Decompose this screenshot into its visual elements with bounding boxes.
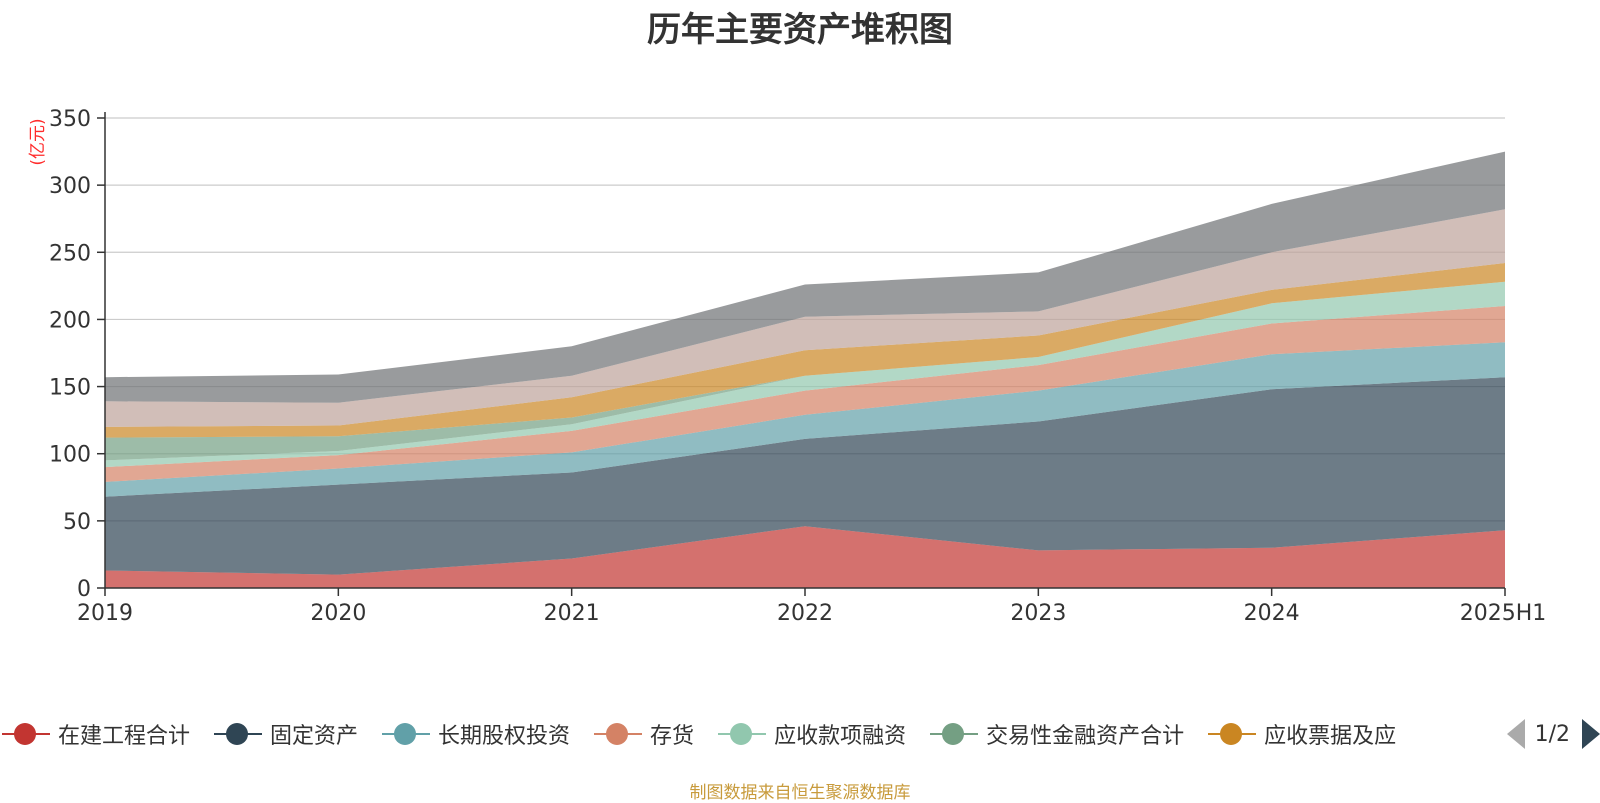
x-tick-label: 2019 bbox=[77, 601, 133, 626]
legend-item-6[interactable]: 交易性金融资产合计 bbox=[930, 718, 1184, 750]
y-tick-label: 100 bbox=[49, 443, 91, 468]
x-tick-label: 2021 bbox=[544, 601, 600, 626]
legend-item-4[interactable]: 存货 bbox=[594, 718, 694, 750]
legend-pager: 1/2 bbox=[1496, 714, 1600, 754]
chart-title: 历年主要资产堆积图 bbox=[647, 10, 953, 50]
legend-label: 固定资产 bbox=[270, 724, 359, 749]
x-tick-label: 2025H1 bbox=[1460, 601, 1547, 626]
legend-marker-icon bbox=[382, 722, 431, 746]
legend-label: 应收票据及应 bbox=[1264, 724, 1397, 749]
legend-label: 长期股权投资 bbox=[438, 724, 571, 749]
area-series-1[interactable] bbox=[105, 526, 1505, 588]
y-tick-label: 300 bbox=[49, 174, 91, 199]
legend-item-3[interactable]: 长期股权投资 bbox=[382, 718, 570, 750]
legend-label: 存货 bbox=[650, 724, 695, 749]
x-tick-label: 2023 bbox=[1010, 601, 1066, 626]
x-tick-label: 2020 bbox=[310, 601, 366, 626]
legend-marker-icon bbox=[2, 722, 50, 746]
area-series-4[interactable] bbox=[105, 306, 1505, 482]
legend-page-indicator: 1/2 bbox=[1534, 721, 1570, 747]
y-tick-label: 0 bbox=[77, 577, 91, 602]
legend-marker-icon bbox=[930, 722, 979, 746]
legend-marker-icon bbox=[594, 722, 643, 746]
x-tick-label: 2022 bbox=[777, 601, 833, 626]
legend-marker-icon bbox=[1208, 722, 1257, 746]
area-series-2[interactable] bbox=[105, 377, 1505, 575]
legend: 在建工程合计 固定资产 长期股权投资 存货 应收款项融资 交易性金融资产合计 应收票据及应 … bbox=[0, 714, 1600, 754]
legend-prev-page-icon[interactable] bbox=[1506, 719, 1525, 749]
source-note: 制图数据来自恒生聚源数据库 bbox=[689, 783, 911, 803]
y-tick-label: 250 bbox=[49, 241, 91, 266]
y-tick-label: 50 bbox=[63, 510, 91, 535]
legend-marker-icon bbox=[214, 722, 263, 746]
y-tick-label: 350 bbox=[49, 107, 91, 132]
y-tick-label: 200 bbox=[49, 308, 91, 333]
legend-item-2[interactable]: 固定资产 bbox=[214, 718, 358, 750]
area-series-3[interactable] bbox=[105, 342, 1505, 497]
legend-label: 应收款项融资 bbox=[774, 724, 907, 749]
y-axis-label: (亿元) bbox=[28, 118, 48, 165]
legend-next-page-icon[interactable] bbox=[1582, 719, 1600, 749]
stacked-area-chart: 0 50 100 150 200 250 300 350 2019 2020 2021 2022 202… bbox=[28, 107, 1547, 626]
legend-item-7[interactable]: 应收票据及应 bbox=[1208, 718, 1396, 750]
area-series-8[interactable] bbox=[105, 209, 1505, 427]
area-series-9[interactable] bbox=[105, 151, 1505, 403]
legend-item-1[interactable]: 在建工程合计 bbox=[2, 718, 190, 750]
area-series-5[interactable] bbox=[105, 281, 1505, 468]
legend-item-5[interactable]: 应收款项融资 bbox=[718, 718, 906, 750]
legend-label: 在建工程合计 bbox=[58, 724, 191, 749]
x-tick-label: 2024 bbox=[1244, 601, 1300, 626]
y-tick-label: 150 bbox=[49, 376, 91, 401]
legend-marker-icon bbox=[718, 722, 767, 746]
area-series-6[interactable] bbox=[105, 281, 1505, 461]
legend-label: 交易性金融资产合计 bbox=[986, 724, 1185, 749]
